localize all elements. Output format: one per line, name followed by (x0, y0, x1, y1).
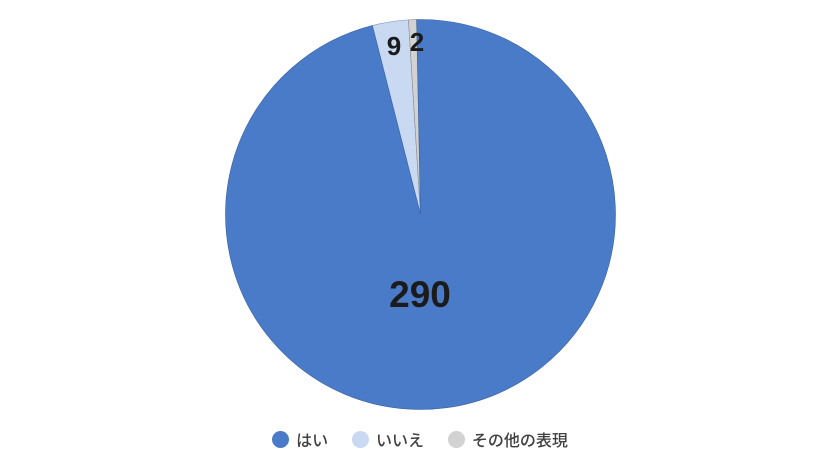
svg-text:2: 2 (410, 27, 424, 57)
svg-text:290: 290 (389, 274, 451, 315)
svg-text:9: 9 (387, 31, 401, 61)
